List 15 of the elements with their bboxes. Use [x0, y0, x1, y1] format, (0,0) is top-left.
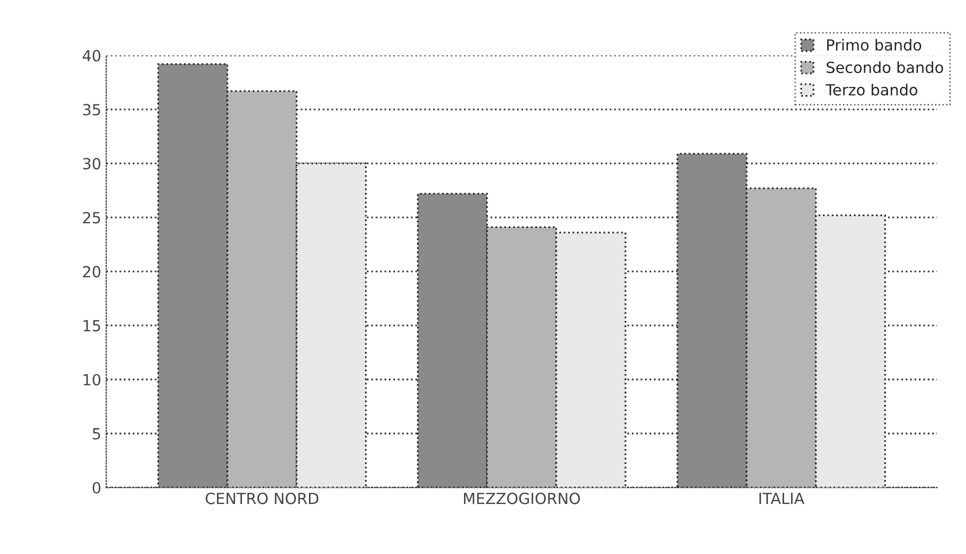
legend-label: Primo bando	[827, 38, 922, 51]
y-tick-label: 10	[84, 374, 100, 386]
y-tick-label: 20	[83, 266, 100, 278]
x-tick-label: MEZZOGIORNO	[464, 492, 580, 504]
x-tick-label: CENTRO NORD	[206, 492, 318, 504]
y-tick-label: 5	[92, 428, 100, 440]
y-tick-label: 0	[92, 482, 100, 494]
y-tick-label: 40	[82, 50, 100, 62]
legend-label: Terzo bando	[826, 84, 918, 96]
y-tick-label: 25	[83, 212, 100, 224]
y-tick-label: 30	[83, 158, 100, 170]
y-tick-label: 35	[83, 104, 100, 116]
legend-label: Secondo bando	[826, 61, 944, 74]
x-tick-label: ITALIA	[759, 492, 804, 504]
y-tick-label: 15	[84, 320, 100, 332]
